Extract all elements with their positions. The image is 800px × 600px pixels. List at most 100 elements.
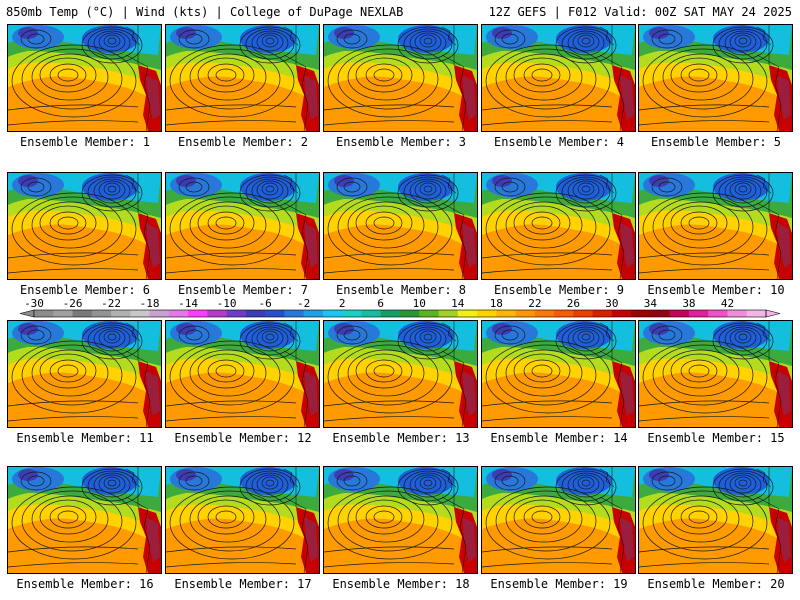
temperature-map xyxy=(639,321,792,427)
colorbar-swatch xyxy=(727,310,748,317)
temperature-map xyxy=(482,321,635,427)
ensemble-map-panel xyxy=(7,172,162,280)
colorbar-tick-label: 38 xyxy=(682,297,695,310)
colorbar-tick-label: 30 xyxy=(605,297,618,310)
ensemble-map-panel xyxy=(481,466,636,574)
ensemble-map-panel xyxy=(481,320,636,428)
ensemble-member-label: Ensemble Member: 18 xyxy=(332,577,470,591)
temperature-map xyxy=(639,467,792,573)
ensemble-member-label: Ensemble Member: 3 xyxy=(335,135,467,149)
ensemble-member-label: Ensemble Member: 13 xyxy=(332,431,470,445)
colorbar-tick-label: 42 xyxy=(721,297,734,310)
colorbar-swatch xyxy=(419,310,439,317)
colorbar-swatch xyxy=(245,310,266,317)
colorbar-swatch xyxy=(631,310,651,317)
colorbar-tick-label: -10 xyxy=(217,297,237,310)
colorbar-tick-label: 10 xyxy=(413,297,426,310)
colorbar-swatch xyxy=(322,310,343,317)
ensemble-member-label: Ensemble Member: 1 xyxy=(19,135,151,149)
ensemble-member-label: Ensemble Member: 16 xyxy=(16,577,154,591)
temperature-map xyxy=(639,173,792,279)
temperature-map xyxy=(166,467,319,573)
ensemble-member-label: Ensemble Member: 8 xyxy=(335,283,467,297)
colorbar-swatch xyxy=(534,310,555,317)
colorbar-tick-label: 6 xyxy=(377,297,384,310)
colorbar-swatch xyxy=(91,310,112,317)
colorbar-swatch xyxy=(708,310,728,317)
ensemble-map-panel xyxy=(323,24,478,132)
colorbar-tick-label: -2 xyxy=(297,297,310,310)
ensemble-member-label: Ensemble Member: 20 xyxy=(647,577,785,591)
ensemble-map-panel xyxy=(165,24,320,132)
temperature-map xyxy=(166,321,319,427)
colorbar-swatch xyxy=(457,310,478,317)
colorbar-swatch xyxy=(226,310,247,317)
colorbar-swatch xyxy=(34,310,54,317)
colorbar-tick-label: -6 xyxy=(259,297,272,310)
temperature-map xyxy=(482,467,635,573)
ensemble-member-label: Ensemble Member: 19 xyxy=(490,577,628,591)
ensemble-map-panel xyxy=(165,466,320,574)
temperature-map xyxy=(8,25,161,131)
colorbar-swatch xyxy=(265,310,285,317)
ensemble-map-panel xyxy=(7,320,162,428)
colorbar-swatch xyxy=(380,310,401,317)
colorbar-tick-label: 26 xyxy=(567,297,580,310)
ensemble-member-label: Ensemble Member: 9 xyxy=(493,283,625,297)
colorbar-swatch xyxy=(53,310,73,317)
ensemble-map-panel xyxy=(7,24,162,132)
colorbar-high-arrow xyxy=(765,309,781,318)
colorbar-low-arrow xyxy=(19,309,35,318)
ensemble-map-panel xyxy=(323,172,478,280)
temperature-map xyxy=(8,321,161,427)
colorbar-tick-label: -18 xyxy=(140,297,160,310)
temperature-map xyxy=(324,321,477,427)
ensemble-map-panel xyxy=(638,320,793,428)
colorbar-swatch xyxy=(72,310,93,317)
ensemble-map-panel xyxy=(481,24,636,132)
colorbar-swatch xyxy=(669,310,690,317)
colorbar-swatch xyxy=(188,310,208,317)
ensemble-map-panel xyxy=(638,24,793,132)
ensemble-map-panel xyxy=(165,172,320,280)
map-title: 850mb Temp (°C) | Wind (kts) | College o… xyxy=(6,5,404,19)
ensemble-member-label: Ensemble Member: 15 xyxy=(647,431,785,445)
colorbar-swatch xyxy=(554,310,574,317)
colorbar-swatch xyxy=(592,310,613,317)
colorbar-tick-label: 34 xyxy=(644,297,658,310)
colorbar-swatch xyxy=(361,310,382,317)
ensemble-map-panel xyxy=(165,320,320,428)
colorbar-tick-label: 22 xyxy=(528,297,541,310)
temperature-map xyxy=(324,25,477,131)
colorbar-swatch xyxy=(496,310,516,317)
colorbar-swatch xyxy=(303,310,324,317)
colorbar-tick-label: -14 xyxy=(178,297,198,310)
temperature-map xyxy=(166,25,319,131)
colorbar-swatch xyxy=(438,310,459,317)
ensemble-member-label: Ensemble Member: 11 xyxy=(16,431,154,445)
colorbar-swatch xyxy=(611,310,632,317)
colorbar-swatch xyxy=(477,310,497,317)
temperature-map xyxy=(8,173,161,279)
colorbar-swatch xyxy=(573,310,594,317)
colorbar-tick-label: 14 xyxy=(451,297,465,310)
ensemble-member-label: Ensemble Member: 10 xyxy=(647,283,785,297)
ensemble-member-label: Ensemble Member: 6 xyxy=(19,283,151,297)
temperature-map xyxy=(482,173,635,279)
colorbar-swatch xyxy=(515,310,536,317)
temperature-colorbar: -30 -26 -22 -18 -14 -10 -6 -2 2 6 10 14 18 22 26 30 34 38… xyxy=(19,297,781,318)
colorbar-swatch xyxy=(284,310,305,317)
ensemble-map-panel xyxy=(638,466,793,574)
colorbar-swatch xyxy=(688,310,709,317)
colorbar-tick-label: -30 xyxy=(24,297,44,310)
temperature-map xyxy=(166,173,319,279)
ensemble-member-label: Ensemble Member: 17 xyxy=(174,577,312,591)
colorbar-swatch xyxy=(746,310,767,317)
colorbar-outline xyxy=(33,309,767,318)
colorbar-tick-label: -26 xyxy=(63,297,83,310)
temperature-map xyxy=(324,173,477,279)
colorbar-swatch xyxy=(342,310,362,317)
temperature-map xyxy=(8,467,161,573)
ensemble-map-panel xyxy=(481,172,636,280)
colorbar-swatch xyxy=(168,310,189,317)
